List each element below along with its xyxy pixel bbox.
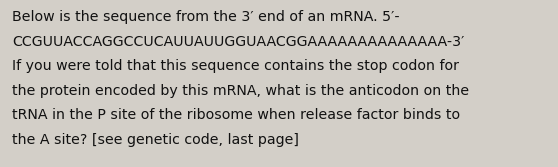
Text: tRNA in the P site of the ribosome when release factor binds to: tRNA in the P site of the ribosome when … (12, 108, 460, 122)
Text: the A site? [see genetic code, last page]: the A site? [see genetic code, last page… (12, 132, 299, 146)
Text: the protein encoded by this mRNA, what is the anticodon on the: the protein encoded by this mRNA, what i… (12, 84, 469, 98)
Text: If you were told that this sequence contains the stop codon for: If you were told that this sequence cont… (12, 59, 459, 73)
Text: Below is the sequence from the 3′ end of an mRNA. 5′-: Below is the sequence from the 3′ end of… (12, 10, 400, 24)
Text: CCGUUACCAGGCCUCAUUAUUGGUAACGGAAAAAAAAAAAAAA-3′: CCGUUACCAGGCCUCAUUAUUGGUAACGGAAAAAAAAAAA… (12, 35, 464, 48)
